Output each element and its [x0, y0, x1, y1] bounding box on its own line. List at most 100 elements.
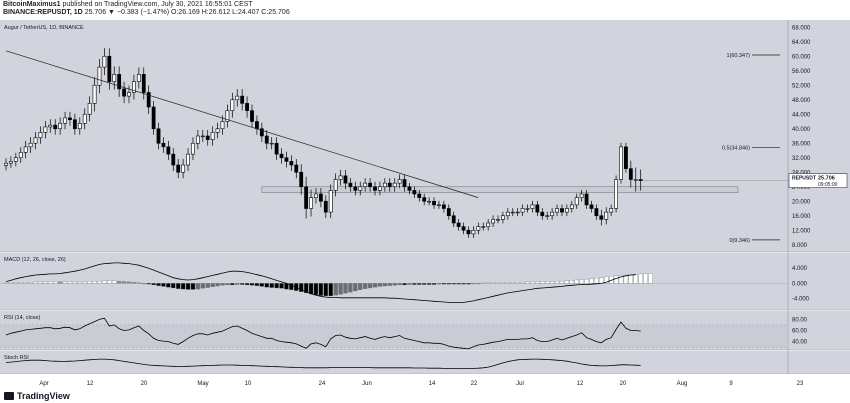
- candle-body: [87, 103, 92, 115]
- publish-info: published on TradingView.com, July 30, 2…: [62, 1, 253, 8]
- macd-histogram-bar: [18, 282, 23, 284]
- macd-histogram-bar: [274, 283, 279, 289]
- candle-body: [43, 126, 48, 133]
- candle-body: [555, 208, 559, 213]
- rsi-line: [5, 317, 641, 350]
- rsi-tick-label: 40.00: [792, 340, 808, 346]
- macd-histogram-bar: [151, 283, 156, 286]
- macd-histogram-bar: [303, 283, 309, 294]
- macd-histogram-bar: [382, 283, 387, 287]
- macd-histogram-bar: [623, 274, 629, 284]
- macd-histogram-bar: [323, 283, 328, 297]
- time-tick-label: 12: [87, 381, 94, 387]
- rsi-tick-label: 60.00: [792, 329, 808, 335]
- macd-histogram-bar: [358, 283, 363, 291]
- macd-histogram-bar: [215, 283, 220, 287]
- macd-histogram-bar: [559, 280, 565, 284]
- macd-histogram-bar: [117, 280, 122, 284]
- macd-histogram-bar: [431, 283, 437, 285]
- candle-body: [550, 211, 555, 217]
- macd-histogram-bar: [638, 273, 643, 284]
- price-tick-label: 8.000: [792, 243, 808, 249]
- candle-body: [171, 153, 176, 166]
- macd-histogram-bar: [579, 279, 584, 284]
- support-zone: [261, 186, 739, 193]
- macd-histogram-bar: [48, 281, 53, 284]
- macd-histogram-bar: [8, 282, 14, 284]
- candle-body: [328, 190, 333, 213]
- rsi-pane-title: RSI (14, close): [4, 315, 41, 321]
- macd-histogram-bar: [67, 281, 73, 284]
- candle-body: [102, 55, 107, 68]
- price-axis-bg-3: [788, 351, 850, 374]
- macd-histogram-bar: [23, 282, 28, 284]
- candle-body: [584, 193, 589, 206]
- macd-histogram-bar: [259, 283, 264, 287]
- price-tick-label: 36.000: [792, 141, 811, 147]
- candle-body: [279, 153, 284, 159]
- price-tick-label: 32.000: [792, 156, 811, 162]
- macd-histogram-bar: [599, 277, 604, 284]
- candle-body: [200, 135, 205, 138]
- macd-histogram-bar: [249, 283, 255, 286]
- candle-body: [624, 146, 628, 169]
- time-tick-label: 20: [620, 381, 627, 387]
- macd-histogram-bar: [618, 275, 624, 284]
- candle-body: [417, 193, 422, 198]
- candle-body: [323, 200, 328, 213]
- macd-tick-label: 4.000: [792, 266, 808, 272]
- candle-body: [23, 146, 28, 153]
- candle-body: [259, 128, 264, 137]
- macd-histogram-bar: [525, 281, 530, 284]
- macd-histogram-bar: [254, 283, 260, 286]
- candle-body: [141, 74, 146, 93]
- ohlc-readout: 25.706 ▼ −0.383 (−1.47%) O:26.169 H:26.6…: [84, 9, 290, 16]
- time-tick-label: 14: [429, 381, 436, 387]
- macd-histogram-bar: [338, 283, 343, 295]
- publisher-name[interactable]: BitcoinMaximus1: [3, 1, 61, 8]
- macd-histogram-bar: [574, 279, 579, 284]
- candle-body: [564, 208, 569, 213]
- macd-histogram-bar: [426, 283, 432, 285]
- macd-histogram-bar: [210, 283, 215, 287]
- chart-area[interactable]: Augur / TetherUS, 1D, BINANCE 8.000 12.000…: [0, 20, 850, 390]
- last-price-label: 25.706: [818, 176, 835, 182]
- candle-body: [427, 200, 432, 203]
- candle-body: [132, 81, 136, 93]
- publisher-line: BitcoinMaximus1 published on TradingView…: [3, 1, 253, 8]
- price-tick-label: 20.000: [792, 199, 811, 205]
- candle-body: [520, 208, 525, 213]
- candle-body: [166, 146, 171, 155]
- candle-body: [525, 208, 530, 210]
- macd-histogram-bar: [515, 282, 520, 284]
- tradingview-logo[interactable]: TradingView: [4, 391, 70, 401]
- macd-histogram-bar: [471, 283, 476, 285]
- macd-histogram-bar: [82, 281, 87, 284]
- macd-histogram-bar: [500, 282, 506, 284]
- macd-histogram-bar: [451, 283, 456, 285]
- chart-svg[interactable]: Augur / TetherUS, 1D, BINANCE 8.000 12.000…: [0, 20, 850, 390]
- macd-histogram-bar: [185, 283, 191, 290]
- candle-body: [48, 124, 53, 128]
- candle-body: [353, 186, 358, 191]
- candle-body: [77, 123, 82, 130]
- candle-body: [397, 179, 402, 184]
- candle-body: [633, 179, 638, 181]
- macd-histogram-bar: [225, 283, 230, 286]
- macd-histogram-bar: [146, 283, 151, 285]
- price-tick-label: 16.000: [792, 214, 811, 220]
- macd-histogram-bar: [180, 283, 186, 290]
- candle-body: [501, 215, 505, 220]
- candle-body: [545, 215, 550, 217]
- candle-body: [619, 146, 623, 180]
- candle-body: [456, 222, 461, 227]
- macd-histogram-bar: [136, 282, 141, 284]
- macd-histogram-bar: [240, 283, 245, 285]
- macd-line: [5, 262, 636, 303]
- macd-histogram-bar: [279, 283, 284, 289]
- macd-histogram-bar: [112, 280, 117, 284]
- candle-body: [579, 193, 584, 198]
- macd-histogram-bar: [166, 283, 171, 288]
- macd-histogram-bar: [264, 283, 269, 288]
- macd-histogram-bar: [343, 283, 348, 294]
